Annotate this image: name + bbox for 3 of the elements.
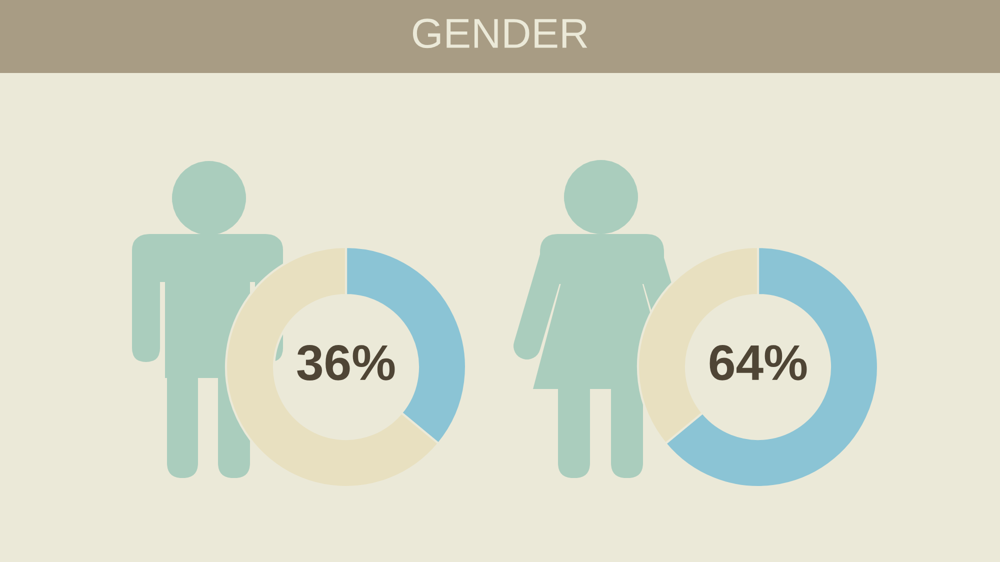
data-label: 36% (297, 345, 395, 380)
chart-title: GENDER (412, 18, 588, 48)
data-label: 64% (710, 345, 807, 380)
